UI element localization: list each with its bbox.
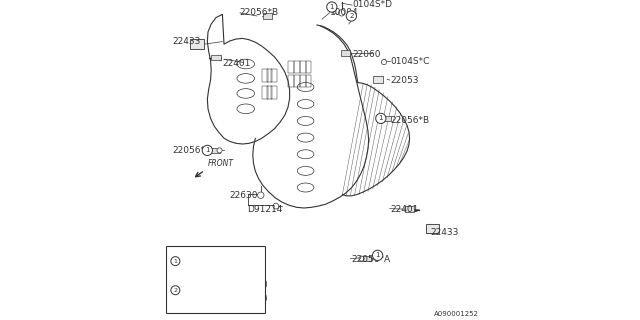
Text: 22630: 22630 bbox=[230, 191, 259, 200]
Bar bbox=[300, 61, 306, 73]
Circle shape bbox=[202, 145, 212, 156]
Text: J20831 (-'11MY1009): J20831 (-'11MY1009) bbox=[189, 280, 268, 289]
Circle shape bbox=[381, 60, 387, 65]
Bar bbox=[294, 61, 300, 73]
Bar bbox=[189, 39, 204, 49]
Bar bbox=[374, 76, 383, 83]
Bar bbox=[267, 86, 273, 99]
Bar bbox=[306, 75, 312, 87]
Text: 1: 1 bbox=[173, 259, 177, 264]
Bar bbox=[300, 75, 306, 87]
Text: 22053: 22053 bbox=[390, 76, 419, 85]
Bar bbox=[405, 206, 415, 212]
Bar bbox=[426, 224, 439, 233]
Text: 0104S*D: 0104S*D bbox=[352, 0, 392, 9]
Bar bbox=[294, 75, 300, 87]
Circle shape bbox=[379, 116, 384, 121]
Text: 2: 2 bbox=[173, 288, 177, 293]
Bar bbox=[262, 69, 268, 82]
Text: 22056*B: 22056*B bbox=[239, 8, 278, 17]
Text: 22056*A: 22056*A bbox=[173, 146, 212, 155]
Bar bbox=[271, 86, 276, 99]
Bar bbox=[210, 148, 220, 153]
Text: 22433: 22433 bbox=[173, 37, 201, 46]
Text: A090001252: A090001252 bbox=[433, 311, 479, 317]
Text: 22056*A: 22056*A bbox=[351, 255, 390, 264]
Circle shape bbox=[359, 256, 364, 261]
Text: 22401: 22401 bbox=[390, 205, 419, 214]
Text: 1: 1 bbox=[375, 252, 380, 258]
Text: 0104S*B: 0104S*B bbox=[189, 257, 223, 266]
Text: 22433: 22433 bbox=[430, 228, 459, 237]
Bar bbox=[267, 69, 273, 82]
Circle shape bbox=[171, 257, 180, 266]
Bar bbox=[271, 69, 276, 82]
Circle shape bbox=[258, 192, 264, 198]
Bar bbox=[340, 50, 351, 56]
Bar bbox=[211, 55, 221, 60]
Bar bbox=[288, 75, 294, 87]
Bar bbox=[262, 86, 268, 99]
Text: 22056*B: 22056*B bbox=[390, 116, 429, 125]
Text: 1: 1 bbox=[378, 116, 383, 121]
Bar bbox=[306, 61, 312, 73]
Circle shape bbox=[327, 2, 337, 12]
Bar bbox=[381, 116, 390, 121]
Circle shape bbox=[217, 148, 222, 153]
Circle shape bbox=[339, 10, 345, 16]
Text: 22060: 22060 bbox=[352, 50, 381, 59]
Circle shape bbox=[346, 11, 356, 21]
Circle shape bbox=[171, 286, 180, 295]
Text: FRONT: FRONT bbox=[207, 159, 234, 168]
Text: 1: 1 bbox=[205, 148, 210, 153]
Bar bbox=[361, 256, 371, 261]
Circle shape bbox=[376, 113, 386, 124]
Text: 22401: 22401 bbox=[223, 60, 251, 68]
Text: 2: 2 bbox=[349, 13, 353, 19]
Text: 10004: 10004 bbox=[330, 8, 358, 17]
Circle shape bbox=[372, 250, 383, 260]
Circle shape bbox=[273, 203, 279, 209]
Bar bbox=[263, 13, 273, 19]
Text: 1: 1 bbox=[330, 4, 334, 10]
Bar bbox=[166, 246, 265, 313]
Text: 0104S*C: 0104S*C bbox=[390, 57, 430, 66]
Text: J20811 ('11MY1009-): J20811 ('11MY1009-) bbox=[189, 294, 268, 303]
Text: D91214: D91214 bbox=[247, 205, 282, 214]
Bar bbox=[288, 61, 294, 73]
